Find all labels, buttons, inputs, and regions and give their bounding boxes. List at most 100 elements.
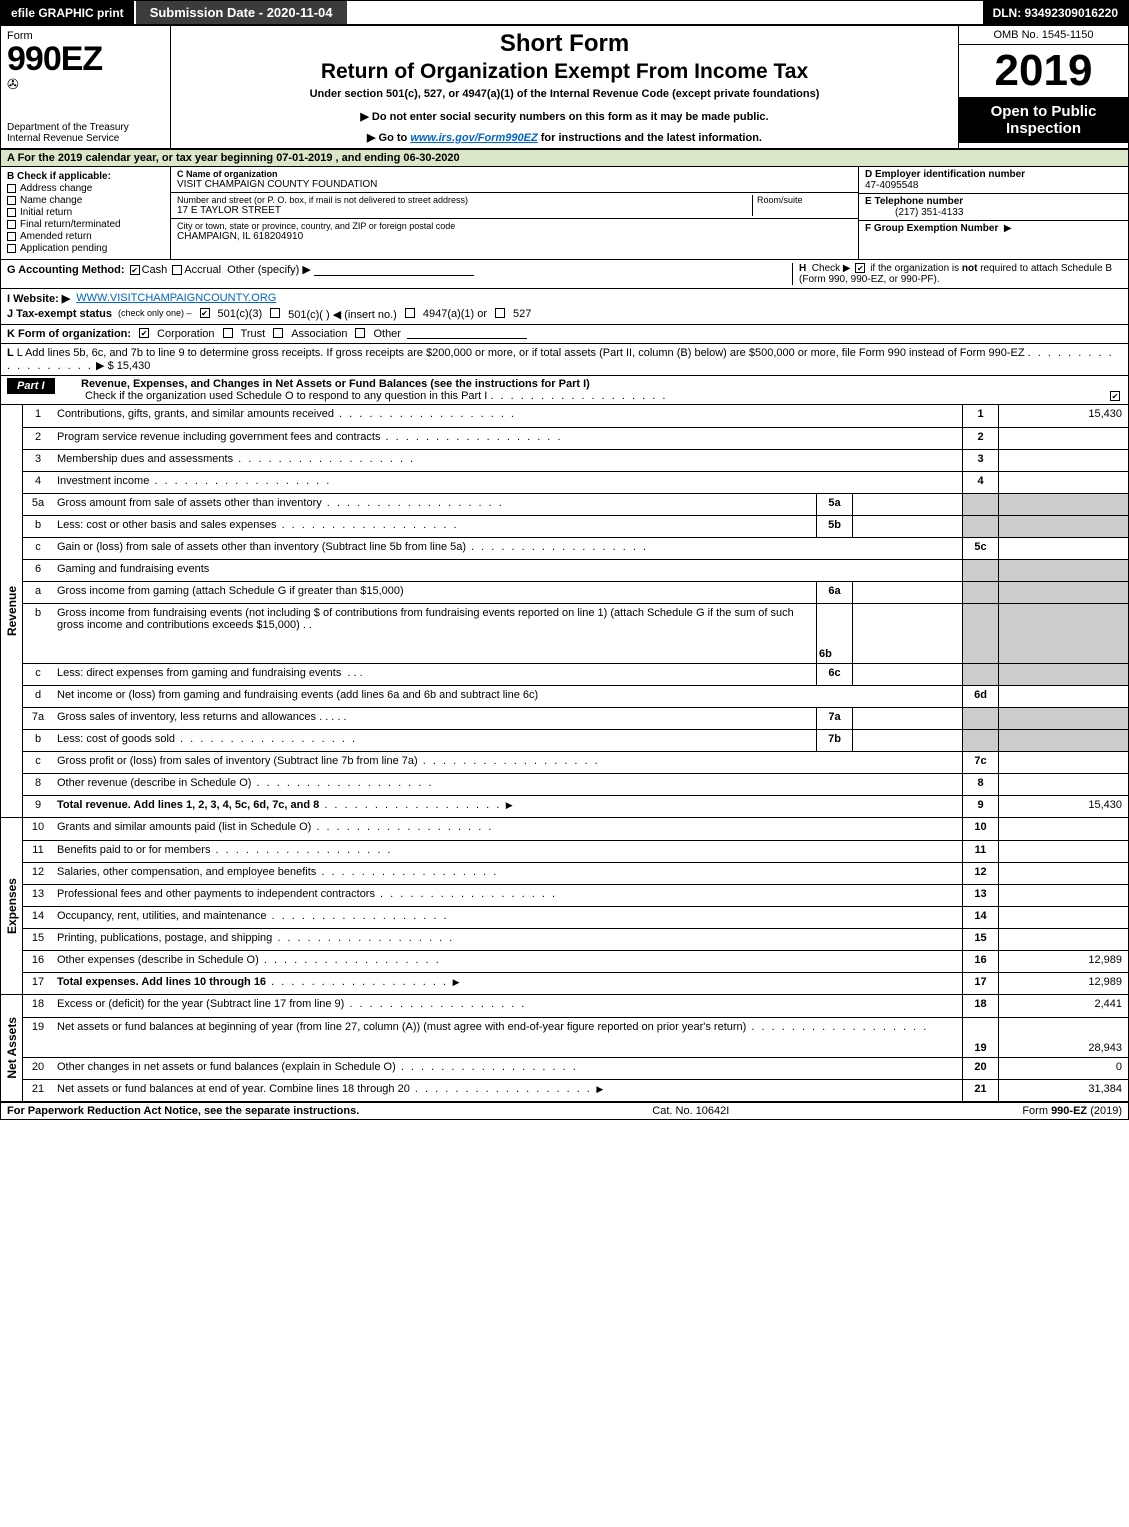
other-blank[interactable] bbox=[314, 265, 474, 276]
netassets-lines: 18 Excess or (deficit) for the year (Sub… bbox=[23, 995, 1128, 1101]
line-rnum: 17 bbox=[962, 973, 998, 994]
j-note: (check only one) – bbox=[118, 308, 192, 318]
line-amount: 2,441 bbox=[998, 995, 1128, 1017]
cb-initial-return[interactable]: Initial return bbox=[7, 207, 164, 218]
line-5a: 5a Gross amount from sale of assets othe… bbox=[23, 493, 1128, 515]
room-suite: Room/suite bbox=[752, 195, 852, 216]
h-text4: (Form 990, 990-EZ, or 990-PF). bbox=[799, 274, 940, 285]
line-desc: Grants and similar amounts paid (list in… bbox=[57, 821, 311, 833]
subline-num: 7a bbox=[816, 708, 852, 729]
line-rnum: 14 bbox=[962, 907, 998, 928]
line-num: 1 bbox=[23, 405, 53, 427]
line-num: 6 bbox=[23, 560, 53, 581]
line-amount bbox=[998, 428, 1128, 449]
cb-other-org[interactable] bbox=[355, 328, 365, 338]
line-rnum: 19 bbox=[962, 1018, 998, 1057]
line-desc: Occupancy, rent, utilities, and maintena… bbox=[57, 910, 267, 922]
title-right: OMB No. 1545-1150 2019 Open to Public In… bbox=[958, 26, 1128, 148]
line-desc: Benefits paid to or for members bbox=[57, 844, 210, 856]
line-num: 18 bbox=[23, 995, 53, 1017]
line-num: 20 bbox=[23, 1058, 53, 1079]
line-num: 8 bbox=[23, 774, 53, 795]
line-7b: b Less: cost of goods sold 7b bbox=[23, 729, 1128, 751]
cb-application-pending[interactable]: Application pending bbox=[7, 243, 164, 254]
line-desc: Less: direct expenses from gaming and fu… bbox=[57, 667, 341, 679]
line-amount bbox=[998, 863, 1128, 884]
line-num: 3 bbox=[23, 450, 53, 471]
website-link[interactable]: WWW.VISITCHAMPAIGNCOUNTY.ORG bbox=[76, 292, 276, 304]
line-rnum: 4 bbox=[962, 472, 998, 493]
cb-schedule-b[interactable] bbox=[855, 263, 865, 273]
cb-schedule-o-part1[interactable] bbox=[1110, 391, 1120, 401]
cb-527[interactable] bbox=[495, 308, 505, 318]
do-not-enter-text: ▶ Do not enter social security numbers o… bbox=[179, 110, 950, 123]
line-amount: 28,943 bbox=[998, 1018, 1128, 1057]
checkbox-icon[interactable] bbox=[7, 232, 16, 241]
b-label: B Check if applicable: bbox=[7, 171, 164, 182]
irs-link[interactable]: www.irs.gov/Form990EZ bbox=[410, 132, 537, 144]
cb-corporation[interactable] bbox=[139, 328, 149, 338]
main-return-title: Return of Organization Exempt From Incom… bbox=[179, 60, 950, 84]
j-o2: 501(c)( ) ◀ (insert no.) bbox=[288, 308, 397, 321]
efile-print-label[interactable]: efile GRAPHIC print bbox=[1, 1, 134, 24]
checkbox-icon[interactable] bbox=[7, 208, 16, 217]
addr-label: Number and street (or P. O. box, if mail… bbox=[177, 195, 752, 205]
line-17: 17 Total expenses. Add lines 10 through … bbox=[23, 972, 1128, 994]
cb-501c3[interactable] bbox=[200, 308, 210, 318]
line-desc: Net income or (loss) from gaming and fun… bbox=[57, 689, 538, 701]
cb-name-change[interactable]: Name change bbox=[7, 195, 164, 206]
cb-trust[interactable] bbox=[223, 328, 233, 338]
other-label: Other (specify) ▶ bbox=[227, 264, 311, 276]
checkbox-icon[interactable] bbox=[7, 184, 16, 193]
k-o3: Association bbox=[291, 328, 347, 340]
line-num: 15 bbox=[23, 929, 53, 950]
cb-4947[interactable] bbox=[405, 308, 415, 318]
part-1-title: Revenue, Expenses, and Changes in Net As… bbox=[81, 378, 590, 390]
line-19: 19 Net assets or fund balances at beginn… bbox=[23, 1017, 1128, 1057]
line-num: b bbox=[23, 730, 53, 751]
line-amount: 15,430 bbox=[998, 405, 1128, 427]
cb-association[interactable] bbox=[273, 328, 283, 338]
line-amount bbox=[998, 818, 1128, 840]
checkbox-icon[interactable] bbox=[7, 196, 16, 205]
dots bbox=[490, 390, 667, 402]
line-amount bbox=[998, 929, 1128, 950]
form-ref: Form 990-EZ (2019) bbox=[1022, 1105, 1122, 1117]
cb-label: Address change bbox=[20, 183, 92, 194]
line-num: 10 bbox=[23, 818, 53, 840]
line-desc: Gain or (loss) from sale of assets other… bbox=[57, 541, 466, 553]
group-exemption-block: F Group Exemption Number ▶ bbox=[859, 221, 1128, 236]
checkbox-icon[interactable] bbox=[7, 244, 16, 253]
d-label: D Employer identification number bbox=[865, 169, 1122, 180]
line-desc: Printing, publications, postage, and shi… bbox=[57, 932, 272, 944]
line-num: 13 bbox=[23, 885, 53, 906]
cb-address-change[interactable]: Address change bbox=[7, 183, 164, 194]
line-13: 13 Professional fees and other payments … bbox=[23, 884, 1128, 906]
cb-accrual[interactable] bbox=[172, 265, 182, 275]
expenses-section: Expenses 10 Grants and similar amounts p… bbox=[1, 818, 1128, 995]
form-number: 990EZ bbox=[7, 42, 164, 76]
line-desc: Gross sales of inventory, less returns a… bbox=[57, 711, 316, 723]
line-rnum: 3 bbox=[962, 450, 998, 471]
h-text3: required to attach Schedule B bbox=[977, 263, 1112, 274]
cb-label: Final return/terminated bbox=[20, 219, 121, 230]
cb-amended-return[interactable]: Amended return bbox=[7, 231, 164, 242]
checkbox-icon[interactable] bbox=[7, 220, 16, 229]
line-desc: Other expenses (describe in Schedule O) bbox=[57, 954, 259, 966]
line-amount bbox=[998, 774, 1128, 795]
addr-value: 17 E TAYLOR STREET bbox=[177, 205, 752, 216]
cb-501c[interactable] bbox=[270, 308, 280, 318]
h-text1: Check ▶ bbox=[812, 263, 851, 274]
dln-label: DLN: 93492309016220 bbox=[983, 1, 1128, 24]
line-desc: Net assets or fund balances at beginning… bbox=[57, 1021, 746, 1033]
other-org-blank[interactable] bbox=[407, 328, 527, 339]
phone-value: (217) 351-4133 bbox=[865, 207, 1122, 218]
h-text2: if the organization is bbox=[870, 263, 962, 274]
cb-final-return[interactable]: Final return/terminated bbox=[7, 219, 164, 230]
line-desc: Gross income from fundraising events (no… bbox=[53, 604, 816, 663]
line-desc: Less: cost or other basis and sales expe… bbox=[57, 519, 277, 531]
cb-cash[interactable] bbox=[130, 265, 140, 275]
topbar: efile GRAPHIC print Submission Date - 20… bbox=[1, 1, 1128, 26]
line-num: b bbox=[23, 516, 53, 537]
c-label: C Name of organization bbox=[177, 169, 852, 179]
